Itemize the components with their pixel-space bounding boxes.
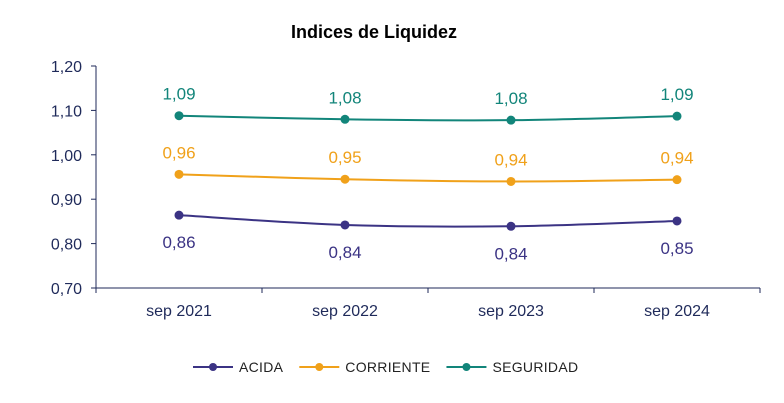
data-point-corriente xyxy=(174,169,184,179)
series-line-seguridad xyxy=(178,114,678,122)
legend: ACIDA CORRIENTE SEGURIDAD xyxy=(193,359,578,375)
x-tick-label: sep 2023 xyxy=(478,303,544,320)
legend-label-seguridad: SEGURIDAD xyxy=(492,359,578,375)
series-line-corriente xyxy=(178,173,678,183)
data-label-seguridad: 1,08 xyxy=(494,89,527,108)
data-label-seguridad: 1,08 xyxy=(328,88,361,107)
y-tick-label: 0,80 xyxy=(51,237,82,254)
data-point-seguridad xyxy=(340,114,350,124)
data-label-acida: 0,86 xyxy=(162,233,195,252)
data-point-corriente xyxy=(340,174,350,184)
series-line-acida xyxy=(178,214,678,228)
legend-marker-seguridad xyxy=(462,363,471,371)
data-point-acida xyxy=(174,210,184,220)
y-tick-label: 1,00 xyxy=(51,148,82,165)
data-point-acida xyxy=(340,220,350,230)
data-label-corriente: 0,94 xyxy=(494,150,527,169)
y-tick-label: 0,70 xyxy=(51,281,82,298)
data-point-corriente xyxy=(672,175,682,185)
legend-marker-acida xyxy=(209,363,217,371)
data-labels: 0,86 0,84 0,84 0,85 0,96 0,95 0,94 0,94 1,09 1,08… xyxy=(162,85,693,264)
data-label-corriente: 0,95 xyxy=(328,148,361,167)
x-tick-label: sep 2021 xyxy=(146,303,212,320)
chart-title: Indices de Liquidez xyxy=(291,22,457,42)
data-point-seguridad xyxy=(672,111,682,121)
legend-label-corriente: CORRIENTE xyxy=(345,359,430,375)
data-label-acida: 0,84 xyxy=(494,244,527,263)
series-lines xyxy=(174,111,682,231)
y-tick-label: 1,20 xyxy=(51,59,82,76)
x-tick-label: sep 2022 xyxy=(312,303,378,320)
data-point-acida xyxy=(672,216,682,226)
y-tick-label: 0,90 xyxy=(51,192,82,209)
axes: 0,70 0,80 0,90 1,00 1,10 1,20 sep 2021 sep 2022… xyxy=(51,59,761,320)
data-point-corriente xyxy=(506,176,516,186)
data-point-acida xyxy=(506,221,516,231)
data-label-seguridad: 1,09 xyxy=(162,85,195,104)
data-label-corriente: 0,96 xyxy=(162,143,195,162)
y-tick-label: 1,10 xyxy=(51,103,82,120)
data-point-seguridad xyxy=(174,111,184,121)
legend-marker-corriente xyxy=(315,363,324,371)
data-label-acida: 0,84 xyxy=(328,243,361,262)
data-point-seguridad xyxy=(506,115,516,125)
data-label-corriente: 0,94 xyxy=(660,149,693,168)
x-tick-label: sep 2024 xyxy=(644,303,710,320)
legend-label-acida: ACIDA xyxy=(239,359,284,375)
data-label-seguridad: 1,09 xyxy=(660,85,693,104)
data-label-acida: 0,85 xyxy=(660,239,693,258)
